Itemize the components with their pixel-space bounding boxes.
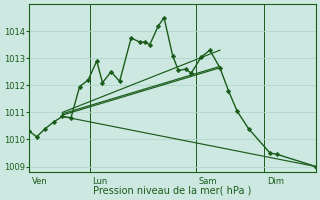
Text: Ven: Ven <box>32 177 48 186</box>
Text: Sam: Sam <box>198 177 217 186</box>
X-axis label: Pression niveau de la mer( hPa ): Pression niveau de la mer( hPa ) <box>93 186 252 196</box>
Text: Lun: Lun <box>92 177 108 186</box>
Text: Dim: Dim <box>267 177 284 186</box>
